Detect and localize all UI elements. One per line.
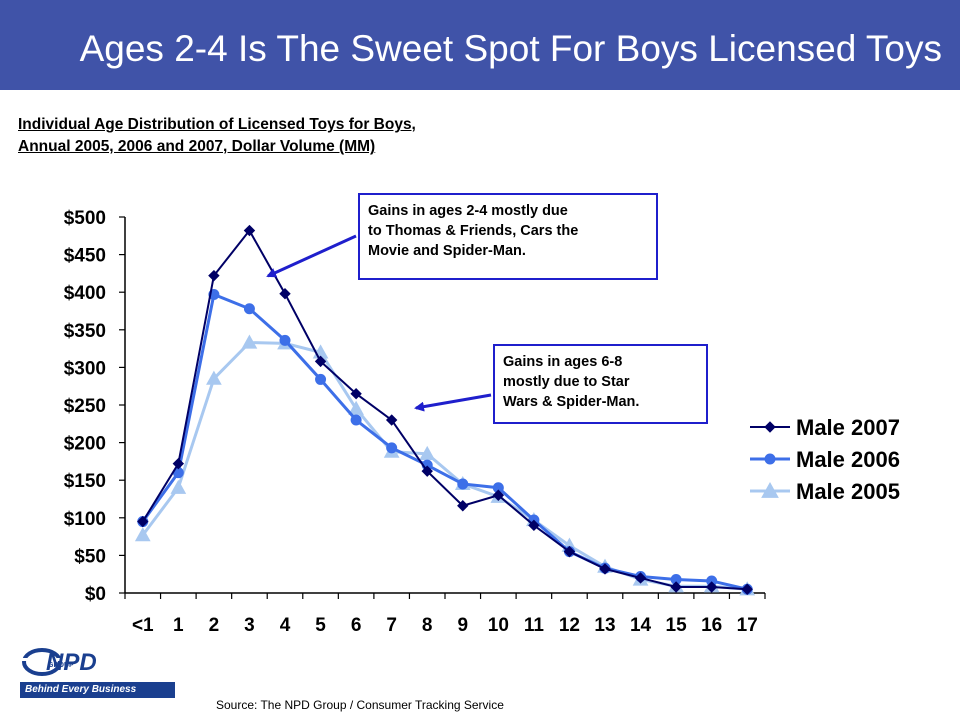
data-point — [279, 334, 291, 346]
series-line — [141, 292, 748, 591]
npd-logo-icon: NPD — [22, 648, 97, 676]
y-tick-label: $250 — [64, 396, 106, 417]
chart-subtitle: Individual Age Distribution of Licensed … — [18, 114, 416, 158]
data-point — [634, 572, 647, 584]
data-point — [279, 287, 291, 300]
x-tick-label: 16 — [701, 615, 722, 636]
callout-2-line-2: mostly due to Star — [503, 374, 630, 390]
npd-logo: NPD GROUP Behind Every Business Decision — [20, 644, 180, 711]
title-bar: Ages 2-4 Is The Sweet Spot For Boys Lice… — [0, 0, 960, 90]
data-point — [172, 457, 185, 470]
data-point — [243, 303, 255, 315]
data-point — [350, 414, 362, 426]
legend-item: Male 2007 — [750, 415, 900, 440]
data-point — [599, 563, 611, 575]
data-point — [492, 489, 505, 501]
data-point — [563, 545, 576, 558]
legend-marker — [764, 421, 776, 433]
data-point — [528, 519, 540, 532]
x-tick-label: 15 — [666, 615, 688, 636]
callout-1-line-3: Movie and Spider-Man. — [368, 243, 526, 259]
data-point — [348, 400, 364, 415]
x-tick-label: 3 — [244, 615, 255, 636]
callout-2-line-1: Gains in ages 6-8 — [503, 354, 623, 370]
x-tick-label: 12 — [559, 615, 580, 636]
x-tick-label: 6 — [351, 615, 362, 636]
data-point — [457, 478, 469, 490]
callout-arrow-1 — [266, 234, 357, 278]
y-tick-label: $0 — [85, 584, 106, 605]
data-point — [208, 269, 220, 282]
y-tick-label: $400 — [64, 283, 106, 304]
slide-title: Ages 2-4 Is The Sweet Spot For Boys Lice… — [79, 28, 942, 69]
data-point — [315, 373, 327, 385]
x-tick-label: 1 — [173, 615, 184, 636]
legend-label: Male 2007 — [796, 415, 900, 440]
x-tick-label: 11 — [524, 615, 545, 636]
x-tick-label: 13 — [594, 615, 615, 636]
y-tick-label: $300 — [64, 358, 106, 379]
chart-axes: $0 $50 $100 $150 $200 $250 $300 $350 $400 $450 $50… — [64, 208, 766, 636]
data-point — [741, 583, 753, 595]
legend-item: Male 2006 — [750, 447, 900, 472]
callout-1-line-1: Gains in ages 2-4 mostly due — [368, 203, 568, 219]
series-line — [141, 228, 748, 591]
subtitle-line-2: Annual 2005, 2006 and 2007, Dollar Volum… — [18, 138, 376, 155]
callout-arrows — [266, 234, 492, 412]
legend-marker — [761, 481, 779, 498]
x-tick-label: 4 — [280, 615, 291, 636]
x-tick-label: <1 — [132, 615, 154, 636]
x-tick-label: 2 — [209, 615, 220, 636]
y-tick-label: $350 — [64, 321, 106, 342]
callout-arrow-2 — [414, 393, 492, 412]
x-tick-label: 5 — [315, 615, 326, 636]
x-tick-label: 10 — [488, 615, 509, 636]
data-point — [314, 355, 327, 368]
series-male-2006 — [137, 288, 753, 595]
callout-2-line-3: Wars & Spider-Man. — [503, 394, 640, 410]
y-tick-label: $500 — [64, 208, 106, 229]
y-tick-label: $50 — [74, 546, 106, 567]
y-tick-label: $100 — [64, 509, 106, 530]
y-tick-label: $450 — [64, 246, 106, 267]
data-point — [670, 581, 682, 593]
x-tick-label: 14 — [630, 615, 652, 636]
data-point — [421, 465, 433, 477]
x-tick-label: 9 — [457, 615, 468, 636]
data-point — [386, 442, 398, 454]
data-point — [206, 370, 222, 385]
data-point — [241, 334, 258, 349]
data-point — [170, 479, 187, 494]
callout-ages-2-4: Gains in ages 2-4 mostly due to Thomas &… — [358, 193, 658, 280]
y-tick-label: $200 — [64, 434, 106, 455]
data-point — [419, 445, 436, 460]
callout-ages-6-8: Gains in ages 6-8 mostly due to Star War… — [493, 344, 708, 424]
data-point — [705, 581, 718, 593]
legend-marker — [764, 453, 776, 465]
data-point — [137, 515, 149, 528]
x-tick-label: 7 — [386, 615, 397, 636]
data-point — [243, 224, 256, 237]
legend-label: Male 2005 — [796, 479, 900, 504]
x-tick-label: 17 — [737, 615, 758, 636]
x-tick-label: 8 — [422, 615, 433, 636]
legend-label: Male 2006 — [796, 447, 900, 472]
chart-legend: Male 2007 Male 2006 Male 2005 — [750, 415, 900, 504]
data-point — [385, 414, 398, 426]
npd-logo-text: NPD — [46, 649, 97, 676]
callout-1-line-2: to Thomas & Friends, Cars the — [368, 223, 579, 239]
y-tick-label: $150 — [64, 471, 106, 492]
series-male-2007 — [137, 224, 753, 595]
data-point — [350, 388, 362, 400]
chart-series — [134, 224, 756, 596]
legend-item: Male 2005 — [750, 479, 900, 504]
data-point — [457, 500, 469, 512]
npd-logo-group: GROUP — [48, 662, 74, 669]
source-note: Source: The NPD Group / Consumer Trackin… — [216, 698, 504, 712]
npd-logo-tagline: Behind Every Business Decision — [20, 682, 175, 711]
subtitle-line-1: Individual Age Distribution of Licensed … — [18, 116, 416, 133]
data-point — [134, 527, 151, 542]
